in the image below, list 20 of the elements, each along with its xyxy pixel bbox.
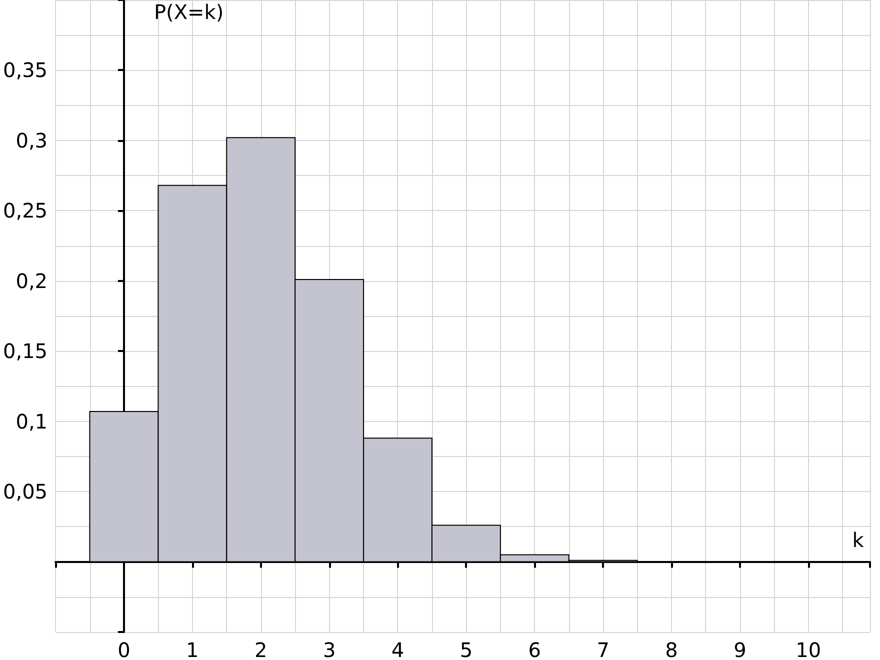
y-tick-label: 0,35 [3,58,48,82]
x-tick-label: 6 [528,638,541,660]
x-tick-label: 2 [254,638,268,660]
x-tick-label: 4 [391,638,404,660]
x-tick-label: 0 [118,638,130,660]
y-tick-label: 0,2 [16,268,48,293]
y-axis-title: P(X=k) [154,0,224,24]
x-axis-title: k [852,528,864,552]
x-tick-label: 5 [460,638,473,660]
y-tick-label: 0,15 [3,339,48,364]
x-tick-label: 9 [734,638,746,660]
x-tick-label: 3 [322,638,336,660]
y-tick-label: 0,05 [3,480,48,504]
x-tick-label: 7 [596,638,610,660]
y-tick-label: 0,25 [3,198,48,223]
x-tick-label: 8 [665,638,678,660]
x-tick-label: 10 [796,638,822,660]
x-tick-label: 1 [186,638,199,660]
y-tick-label: 0,3 [16,128,48,152]
y-tick-label: 0,1 [16,409,48,434]
